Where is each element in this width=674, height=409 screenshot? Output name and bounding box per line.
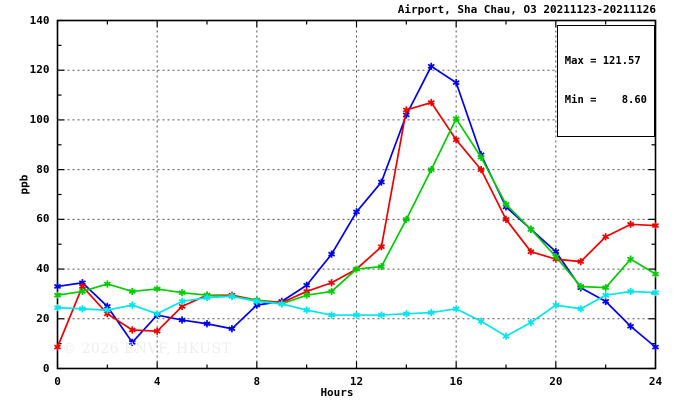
max-row: Max = 121.57 [565,55,647,68]
x-axis-label: Hours [320,386,354,399]
y-tick-label: 40 [36,262,50,276]
y-tick-label: 20 [36,311,50,325]
y-tick-label: 60 [36,212,50,226]
min-row: Min = 8.60 [565,94,647,107]
y-tick-label: 100 [29,112,50,126]
max-label: Max = [564,55,597,67]
y-tick-label: 0 [42,361,50,375]
stats-box: Max = 121.57 Min = 8.60 [556,25,655,137]
x-tick-label: 4 [153,374,161,388]
x-tick-label: 20 [549,374,563,388]
min-value: 8.60 [621,94,647,106]
y-tick-label: 120 [29,63,50,77]
max-value: 121.57 [602,55,641,67]
y-tick-label: 140 [29,13,50,27]
x-tick-label: 16 [449,374,463,388]
y-tick-label: 80 [36,162,50,176]
x-tick-label: 12 [349,374,364,388]
series-cyan [53,287,660,340]
x-tick-label: 24 [648,374,663,388]
chart-title: Airport, Sha Chau, O3 20211123-20211126 [397,3,656,16]
plot-frame [56,19,657,370]
min-label: Min = [564,94,597,106]
x-tick-label: 0 [54,374,61,388]
x-tick-label: 8 [253,374,261,388]
